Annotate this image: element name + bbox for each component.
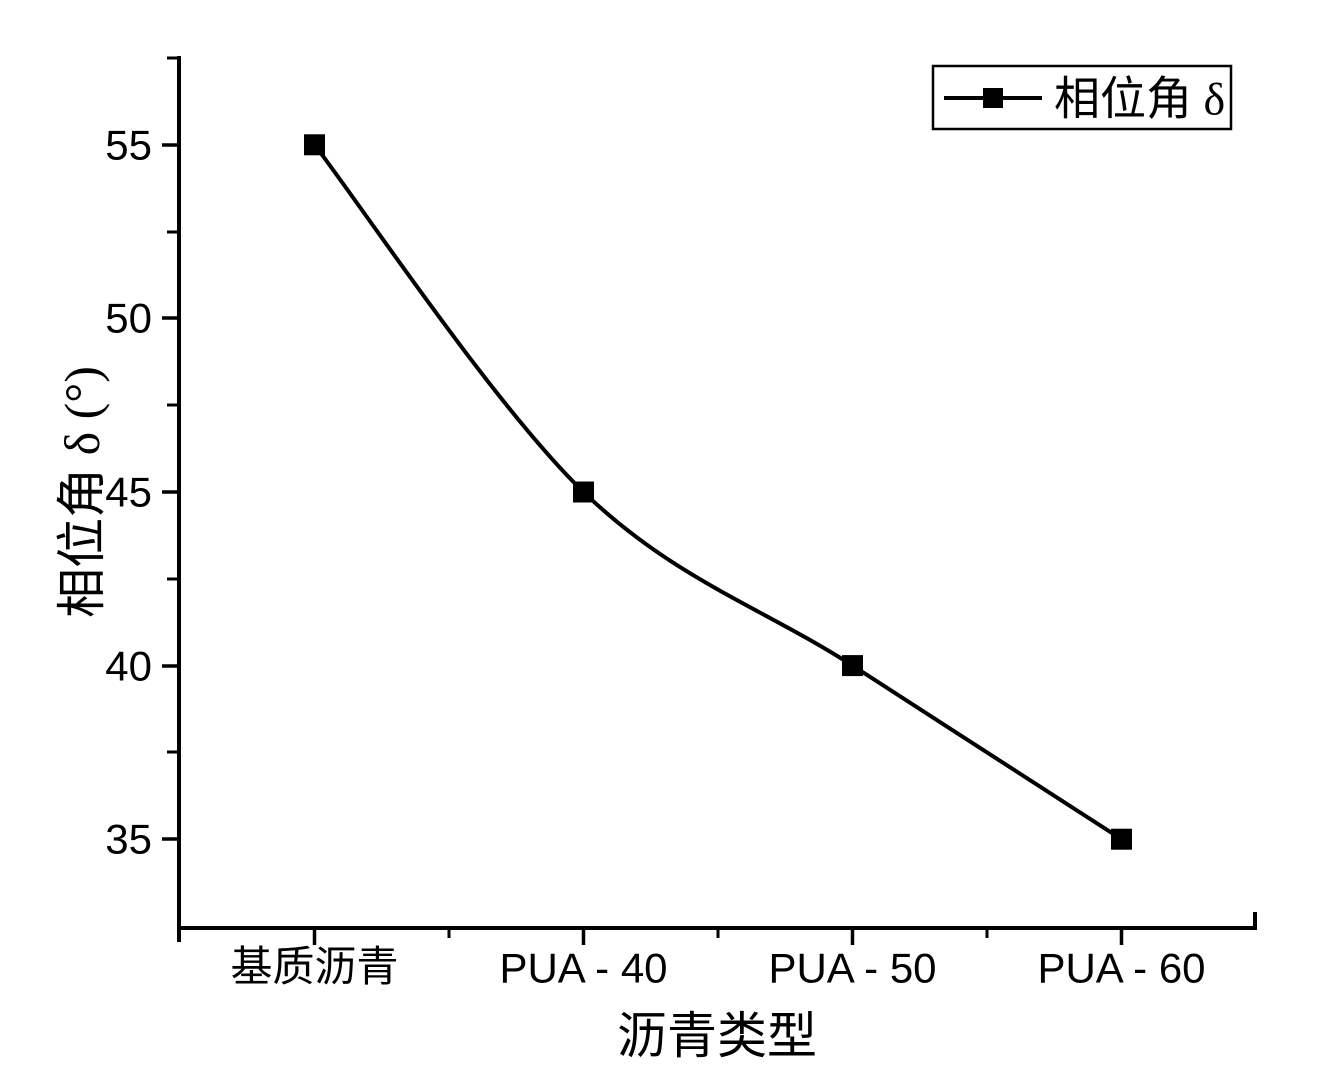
legend-label: 相位角 δ — [1054, 74, 1225, 125]
y-axis-major-ticks — [162, 143, 177, 841]
y-tick-label: 35 — [105, 816, 152, 863]
axes — [177, 56, 1257, 942]
y-tick-label: 40 — [105, 643, 152, 690]
legend-marker-square — [983, 88, 1003, 108]
y-tick-label: 55 — [105, 122, 152, 169]
y-axis-tick-labels: 35 40 45 50 55 — [105, 122, 152, 863]
y-axis-title: 相位角 δ (°) — [54, 366, 110, 618]
x-axis-title: 沥青类型 — [617, 1008, 817, 1064]
data-point-marker — [573, 481, 594, 503]
x-tick-label: PUA - 50 — [768, 945, 936, 992]
data-point-marker — [1111, 828, 1132, 850]
data-line — [312, 143, 1123, 841]
data-points — [304, 134, 1132, 850]
x-axis-tick-labels: 基质沥青 PUA - 40 PUA - 50 PUA - 60 — [230, 945, 1205, 992]
legend: 相位角 δ — [931, 64, 1233, 131]
y-tick-label: 50 — [105, 295, 152, 342]
data-point-marker — [304, 134, 325, 156]
x-axis-minor-ticks — [447, 930, 989, 938]
y-axis-minor-ticks — [167, 56, 177, 754]
x-tick-label: PUA - 60 — [1037, 945, 1205, 992]
data-point-marker — [842, 655, 863, 677]
series-phase-angle — [304, 134, 1132, 850]
x-tick-label: PUA - 40 — [499, 945, 667, 992]
x-tick-label: 基质沥青 — [230, 945, 398, 991]
y-tick-label: 45 — [105, 469, 152, 516]
x-axis-major-ticks — [312, 930, 1124, 945]
